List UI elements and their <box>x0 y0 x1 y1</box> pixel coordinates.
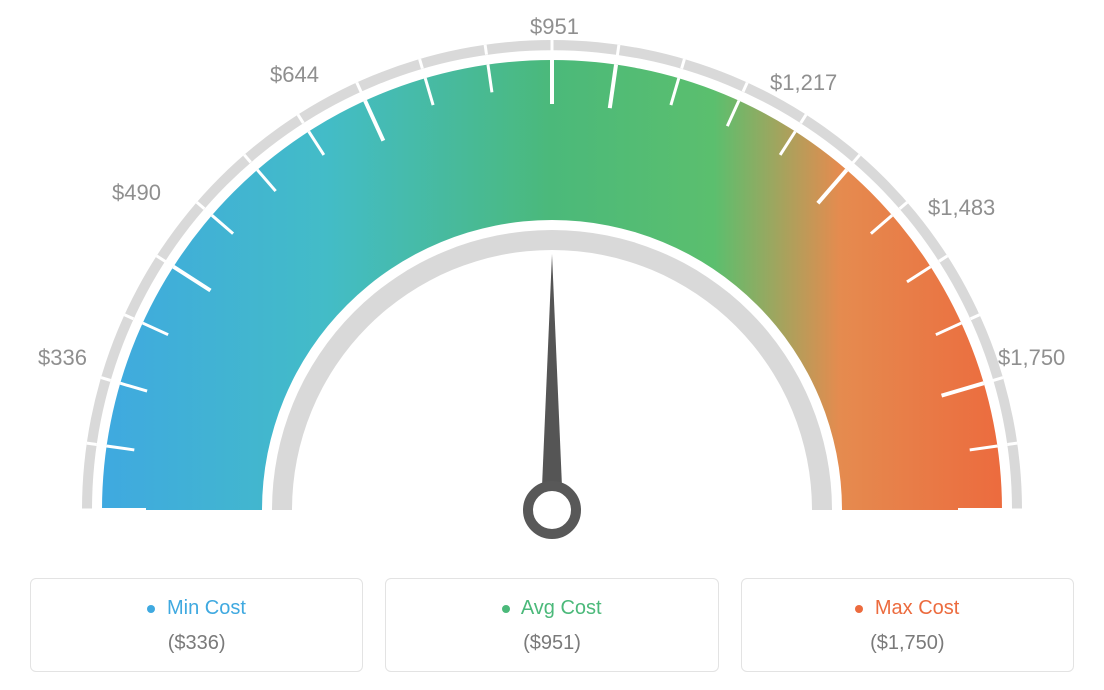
gauge-tick-label: $644 <box>270 62 319 88</box>
dot-icon <box>502 605 510 613</box>
cost-gauge-chart: $336 $490 $644 $951 $1,217 $1,483 $1,750 Min C… <box>0 0 1104 690</box>
gauge-tick-label: $1,217 <box>770 70 837 96</box>
legend-row: Min Cost ($336) Avg Cost ($951) Max Cost… <box>30 578 1074 672</box>
legend-avg-card: Avg Cost ($951) <box>385 578 718 672</box>
gauge-tick-label: $951 <box>530 14 579 40</box>
legend-max-title: Max Cost <box>752 597 1063 620</box>
legend-avg-value: ($951) <box>396 632 707 655</box>
gauge-area: $336 $490 $644 $951 $1,217 $1,483 $1,750 <box>0 0 1104 560</box>
legend-avg-title: Avg Cost <box>396 597 707 620</box>
legend-min-label: Min Cost <box>167 597 246 619</box>
legend-min-card: Min Cost ($336) <box>30 578 363 672</box>
legend-max-value: ($1,750) <box>752 632 1063 655</box>
dot-icon <box>147 605 155 613</box>
gauge-tick-label: $336 <box>38 345 87 371</box>
gauge-tick-label: $490 <box>112 180 161 206</box>
legend-max-label: Max Cost <box>875 597 959 619</box>
legend-avg-label: Avg Cost <box>521 597 602 619</box>
gauge-tick-label: $1,483 <box>928 195 995 221</box>
legend-min-value: ($336) <box>41 632 352 655</box>
dot-icon <box>855 605 863 613</box>
gauge-tick-label: $1,750 <box>998 345 1065 371</box>
legend-min-title: Min Cost <box>41 597 352 620</box>
legend-max-card: Max Cost ($1,750) <box>741 578 1074 672</box>
gauge-svg <box>0 0 1104 560</box>
